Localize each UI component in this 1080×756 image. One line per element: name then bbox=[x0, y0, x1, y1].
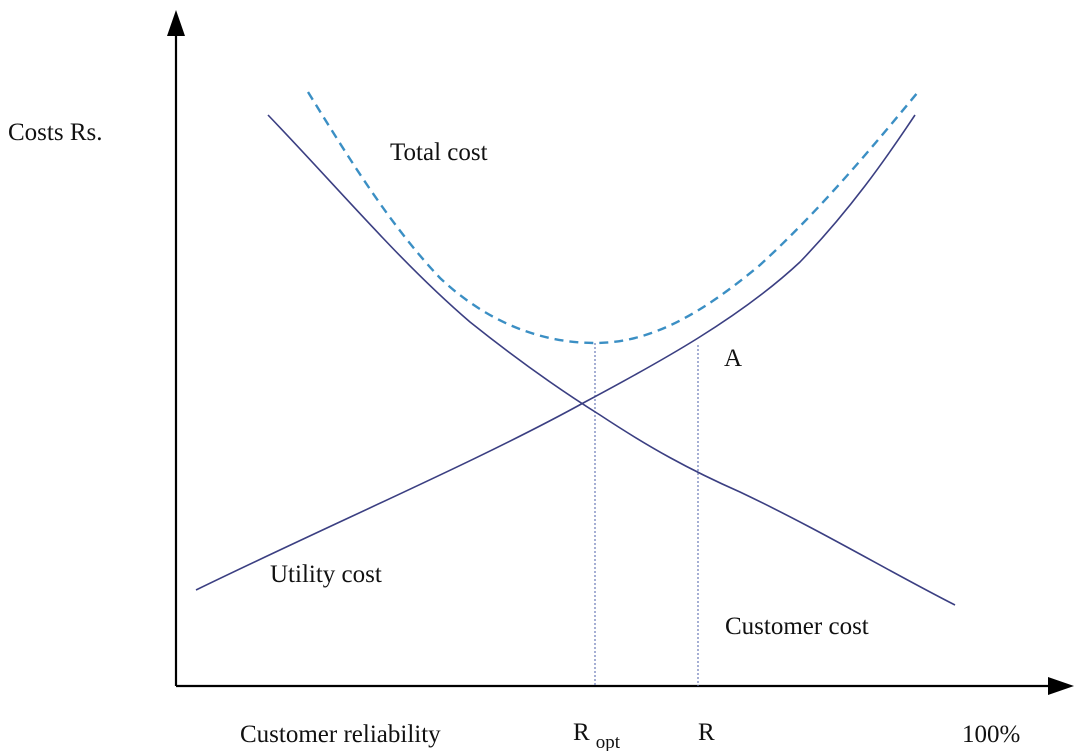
x-axis-arrow bbox=[1048, 677, 1074, 695]
x-axis-label: Customer reliability bbox=[240, 721, 441, 748]
utility-cost-curve bbox=[195, 114, 916, 591]
r-opt-main: R bbox=[573, 719, 590, 746]
r-opt-subscript: opt bbox=[596, 732, 621, 751]
total-cost-label: Total cost bbox=[390, 139, 488, 166]
y-axis-label: Costs Rs. bbox=[8, 119, 102, 146]
r-label: R bbox=[698, 719, 715, 746]
x-axis-end-label: 100% bbox=[962, 721, 1020, 748]
customer-cost-label: Customer cost bbox=[725, 613, 869, 640]
total-cost-curve bbox=[306, 91, 919, 345]
point-label: A bbox=[724, 345, 742, 372]
customer-cost-curve bbox=[267, 114, 956, 606]
y-axis-arrow bbox=[167, 10, 185, 36]
utility-cost-label: Utility cost bbox=[270, 561, 382, 588]
